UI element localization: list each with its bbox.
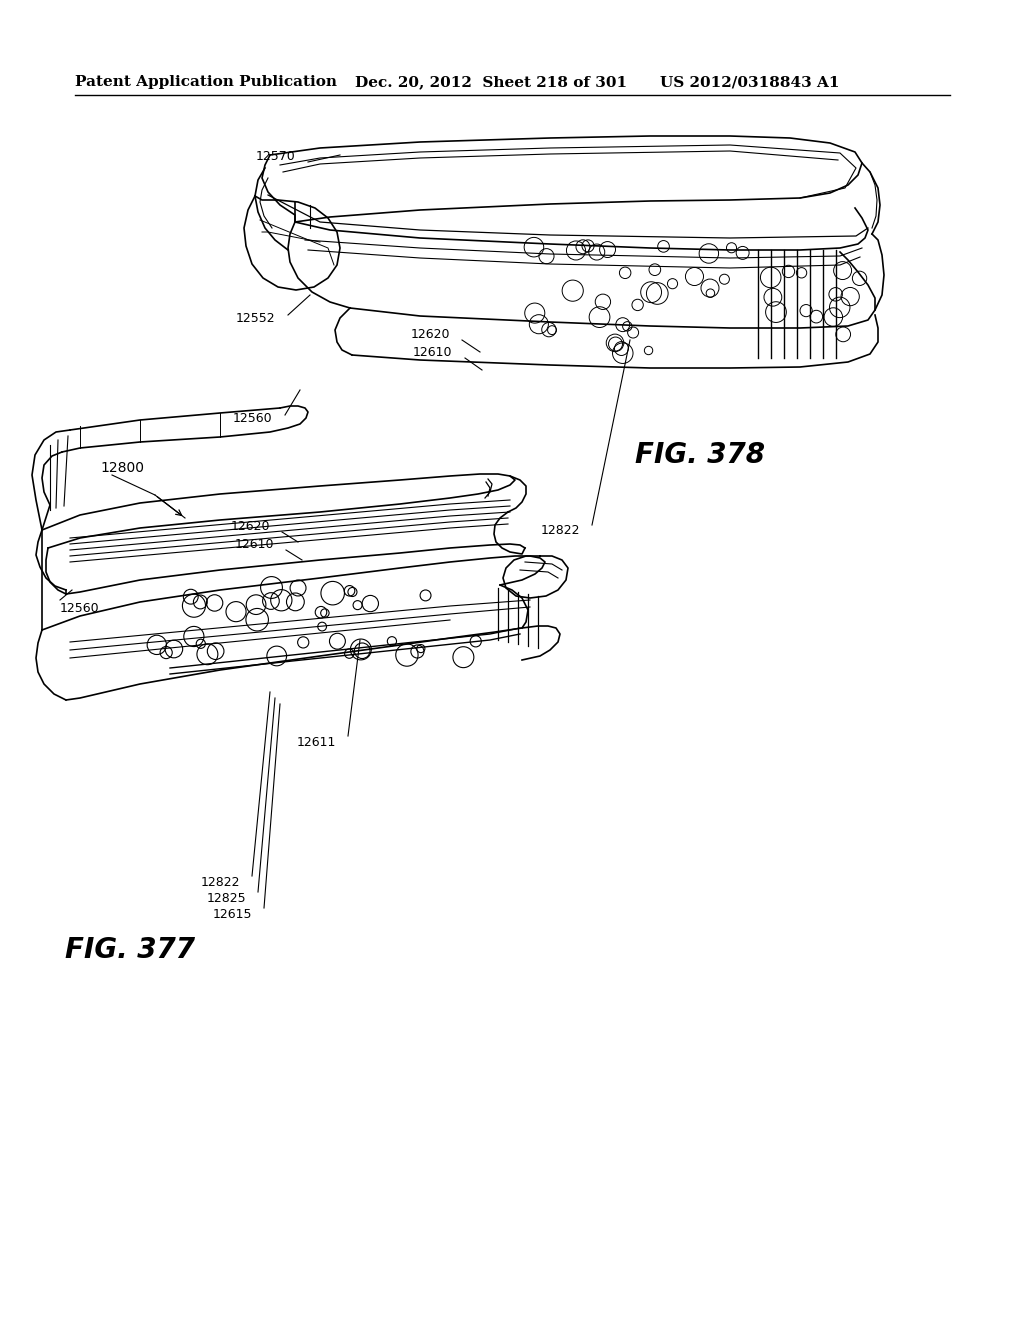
Text: 12560: 12560 <box>232 412 272 425</box>
Text: 12610: 12610 <box>234 537 274 550</box>
Text: 12800: 12800 <box>100 461 144 475</box>
Text: 12560: 12560 <box>60 602 99 615</box>
Text: 12620: 12620 <box>411 329 450 342</box>
Text: Patent Application Publication: Patent Application Publication <box>75 75 337 88</box>
Text: 12822: 12822 <box>541 524 580 536</box>
Text: 12570: 12570 <box>255 150 295 164</box>
Text: Dec. 20, 2012  Sheet 218 of 301: Dec. 20, 2012 Sheet 218 of 301 <box>355 75 627 88</box>
Text: 12615: 12615 <box>213 908 252 920</box>
Text: FIG. 377: FIG. 377 <box>65 936 195 964</box>
Text: 12620: 12620 <box>230 520 270 532</box>
Text: 12822: 12822 <box>201 875 240 888</box>
Text: FIG. 378: FIG. 378 <box>635 441 765 469</box>
Text: 12611: 12611 <box>297 735 336 748</box>
Text: 12552: 12552 <box>236 312 275 325</box>
Text: 12825: 12825 <box>207 891 246 904</box>
Text: 12610: 12610 <box>413 346 452 359</box>
Text: US 2012/0318843 A1: US 2012/0318843 A1 <box>660 75 840 88</box>
